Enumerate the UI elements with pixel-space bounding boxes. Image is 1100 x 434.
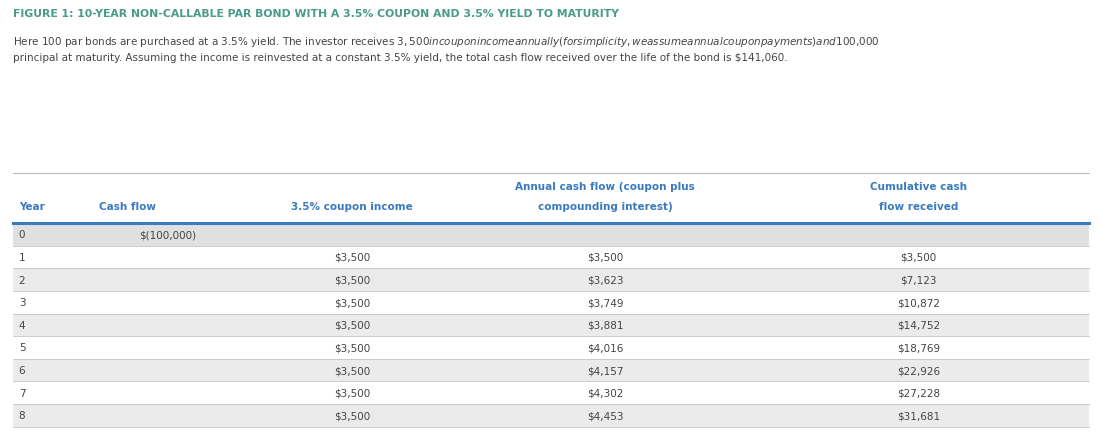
Text: 2: 2 xyxy=(19,275,25,285)
Text: $10,872: $10,872 xyxy=(896,298,940,307)
Text: $3,500: $3,500 xyxy=(901,253,936,262)
Text: 8: 8 xyxy=(19,411,25,420)
Text: Annual cash flow (coupon plus: Annual cash flow (coupon plus xyxy=(515,181,695,191)
Text: $22,926: $22,926 xyxy=(896,365,940,375)
Text: $18,769: $18,769 xyxy=(896,343,940,352)
Text: $14,752: $14,752 xyxy=(896,320,940,330)
Text: $4,302: $4,302 xyxy=(586,388,624,398)
Text: $3,500: $3,500 xyxy=(334,253,370,262)
Text: 4: 4 xyxy=(19,320,25,330)
Text: $3,500: $3,500 xyxy=(334,343,370,352)
Text: 5: 5 xyxy=(19,343,25,352)
Text: 0: 0 xyxy=(19,230,25,240)
Text: $3,500: $3,500 xyxy=(587,253,623,262)
Text: $7,123: $7,123 xyxy=(900,275,937,285)
Text: Cash flow: Cash flow xyxy=(99,201,156,211)
Text: $36,290: $36,290 xyxy=(896,433,940,434)
Text: 3.5% coupon income: 3.5% coupon income xyxy=(292,201,412,211)
Text: 9: 9 xyxy=(19,433,25,434)
Text: Here 100 par bonds are purchased at a 3.5% yield. The investor receives $3,500 i: Here 100 par bonds are purchased at a 3.… xyxy=(13,35,880,49)
Text: compounding interest): compounding interest) xyxy=(538,201,672,211)
Text: 7: 7 xyxy=(19,388,25,398)
Text: $3,500: $3,500 xyxy=(334,388,370,398)
Text: $3,500: $3,500 xyxy=(334,320,370,330)
Text: $3,500: $3,500 xyxy=(334,411,370,420)
Text: $3,500: $3,500 xyxy=(334,275,370,285)
Text: 3: 3 xyxy=(19,298,25,307)
Text: $3,500: $3,500 xyxy=(334,433,370,434)
Text: FIGURE 1: 10-YEAR NON-CALLABLE PAR BOND WITH A 3.5% COUPON AND 3.5% YIELD TO MAT: FIGURE 1: 10-YEAR NON-CALLABLE PAR BOND … xyxy=(13,9,619,19)
Text: $4,016: $4,016 xyxy=(586,343,624,352)
Text: Cumulative cash: Cumulative cash xyxy=(870,181,967,191)
Text: 6: 6 xyxy=(19,365,25,375)
Text: $4,157: $4,157 xyxy=(586,365,624,375)
Text: $3,623: $3,623 xyxy=(586,275,624,285)
Text: principal at maturity. Assuming the income is reinvested at a constant 3.5% yiel: principal at maturity. Assuming the inco… xyxy=(13,53,788,63)
Text: Year: Year xyxy=(19,201,44,211)
Text: $4,609: $4,609 xyxy=(586,433,624,434)
Text: $4,453: $4,453 xyxy=(586,411,624,420)
Text: $27,228: $27,228 xyxy=(896,388,940,398)
Text: 1: 1 xyxy=(19,253,25,262)
Text: $3,749: $3,749 xyxy=(586,298,624,307)
Text: $3,500: $3,500 xyxy=(334,298,370,307)
Text: $3,500: $3,500 xyxy=(334,365,370,375)
Text: flow received: flow received xyxy=(879,201,958,211)
Text: $3,881: $3,881 xyxy=(586,320,624,330)
Text: $31,681: $31,681 xyxy=(896,411,940,420)
Text: $(100,000): $(100,000) xyxy=(140,230,196,240)
